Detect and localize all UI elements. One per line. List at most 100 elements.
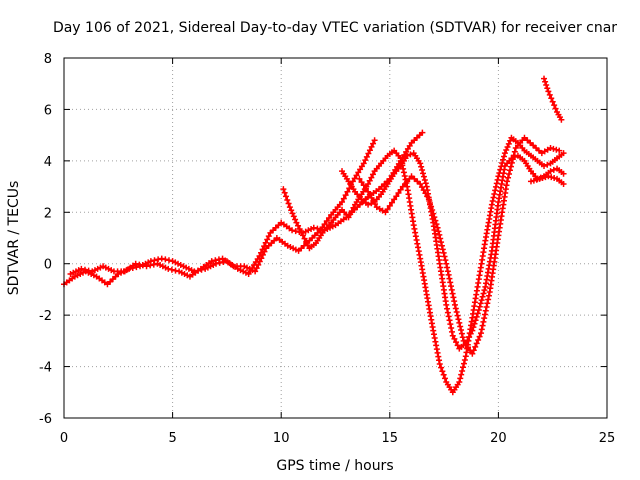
axis-ticks: 0 5 10 15 20 25 -6 -4 -2 0 2 4 6 8 — [39, 52, 615, 446]
data-point-marker — [507, 137, 514, 144]
data-point-marker — [363, 153, 370, 160]
data-point-marker — [504, 178, 511, 185]
data-point-marker — [466, 334, 473, 340]
data-point-marker — [478, 297, 485, 304]
data-point-marker — [443, 301, 450, 308]
data-point-marker — [286, 204, 293, 211]
x-tick-label: 15 — [382, 431, 399, 446]
data-point-marker — [139, 262, 146, 269]
data-point-marker — [437, 235, 444, 242]
data-point-marker — [353, 172, 360, 179]
data-point-marker — [549, 98, 556, 105]
data-point-marker — [424, 193, 431, 200]
data-point-marker — [473, 340, 480, 347]
data-point-marker — [467, 330, 474, 337]
y-tick-label: -6 — [39, 412, 52, 427]
data-point-marker — [550, 166, 557, 173]
data-point-marker — [345, 214, 352, 221]
data-point-marker — [372, 201, 379, 208]
data-point-marker — [444, 264, 451, 271]
data-point-marker — [256, 258, 263, 265]
data-point-marker — [469, 327, 476, 334]
x-tick-label: 25 — [599, 431, 616, 446]
data-point-marker — [370, 140, 377, 147]
data-point-marker — [422, 190, 429, 197]
data-point-marker — [252, 268, 259, 275]
data-point-marker — [301, 235, 308, 242]
data-point-marker — [472, 317, 479, 324]
data-point-marker — [78, 265, 85, 272]
data-point-marker — [435, 228, 442, 235]
data-point-marker — [362, 185, 369, 192]
data-point-marker — [439, 368, 446, 375]
data-point-marker — [482, 307, 489, 314]
data-point-marker — [458, 327, 465, 334]
data-point-marker — [460, 364, 467, 371]
data-point-marker — [420, 170, 427, 177]
x-tick-label: 0 — [60, 431, 68, 446]
data-point-marker — [165, 257, 172, 264]
data-point-marker — [418, 163, 425, 170]
data-point-marker — [462, 341, 469, 348]
data-point-marker — [474, 310, 481, 317]
data-point-marker — [469, 350, 476, 357]
data-point-marker — [543, 82, 550, 88]
data-point-marker — [366, 191, 373, 198]
data-point-marker — [544, 85, 551, 92]
data-point-marker — [461, 356, 468, 363]
data-point-marker — [132, 260, 139, 267]
data-point-marker — [420, 173, 427, 180]
data-point-marker — [452, 305, 459, 312]
data-point-marker — [282, 193, 289, 200]
data-point-marker — [407, 151, 414, 158]
data-point-marker — [401, 172, 408, 179]
data-point-marker — [293, 219, 300, 226]
data-point-marker — [484, 300, 491, 307]
data-point-marker — [384, 206, 391, 213]
data-point-marker — [339, 199, 346, 205]
data-point-marker — [477, 300, 484, 307]
data-point-marker — [439, 246, 446, 253]
data-point-marker — [479, 322, 486, 329]
data-point-marker — [395, 190, 402, 196]
data-point-marker — [421, 176, 428, 183]
data-point-marker — [451, 301, 458, 308]
data-point-marker — [560, 170, 567, 177]
chart-title: Day 106 of 2021, Sidereal Day-to-day VTE… — [53, 20, 617, 36]
data-point-marker — [507, 163, 514, 170]
data-point-marker — [458, 371, 465, 378]
data-point-marker — [448, 286, 455, 293]
x-axis-label: GPS time / hours — [276, 458, 393, 474]
data-point-marker — [473, 313, 480, 320]
data-point-marker — [456, 319, 463, 326]
x-tick-label: 20 — [490, 431, 507, 446]
data-point-marker — [310, 224, 317, 231]
data-point-marker — [292, 228, 299, 235]
data-point-marker — [460, 337, 467, 344]
data-point-marker — [476, 333, 483, 340]
data-point-marker — [492, 187, 499, 194]
data-point-marker — [453, 309, 460, 316]
data-point-marker — [404, 152, 411, 159]
data-point-marker — [323, 218, 330, 225]
data-point-marker — [457, 375, 464, 382]
data-point-marker — [356, 175, 363, 182]
data-point-marker — [548, 95, 555, 102]
plot-frame — [63, 57, 608, 419]
data-point-marker — [471, 320, 478, 327]
data-point-marker — [440, 249, 447, 256]
data-point-marker — [511, 148, 518, 155]
y-tick-label: 4 — [44, 155, 52, 170]
data-point-marker — [560, 181, 567, 187]
data-point-marker — [503, 147, 510, 154]
data-point-marker — [447, 321, 454, 328]
data-point-marker — [391, 196, 398, 203]
data-series — [61, 75, 567, 396]
data-point-marker — [478, 326, 485, 333]
data-point-marker — [456, 379, 463, 385]
data-point-marker — [258, 255, 265, 262]
data-point-marker — [440, 371, 447, 378]
data-point-marker — [365, 201, 372, 208]
data-point-marker — [447, 279, 454, 286]
data-point-marker — [438, 364, 445, 371]
